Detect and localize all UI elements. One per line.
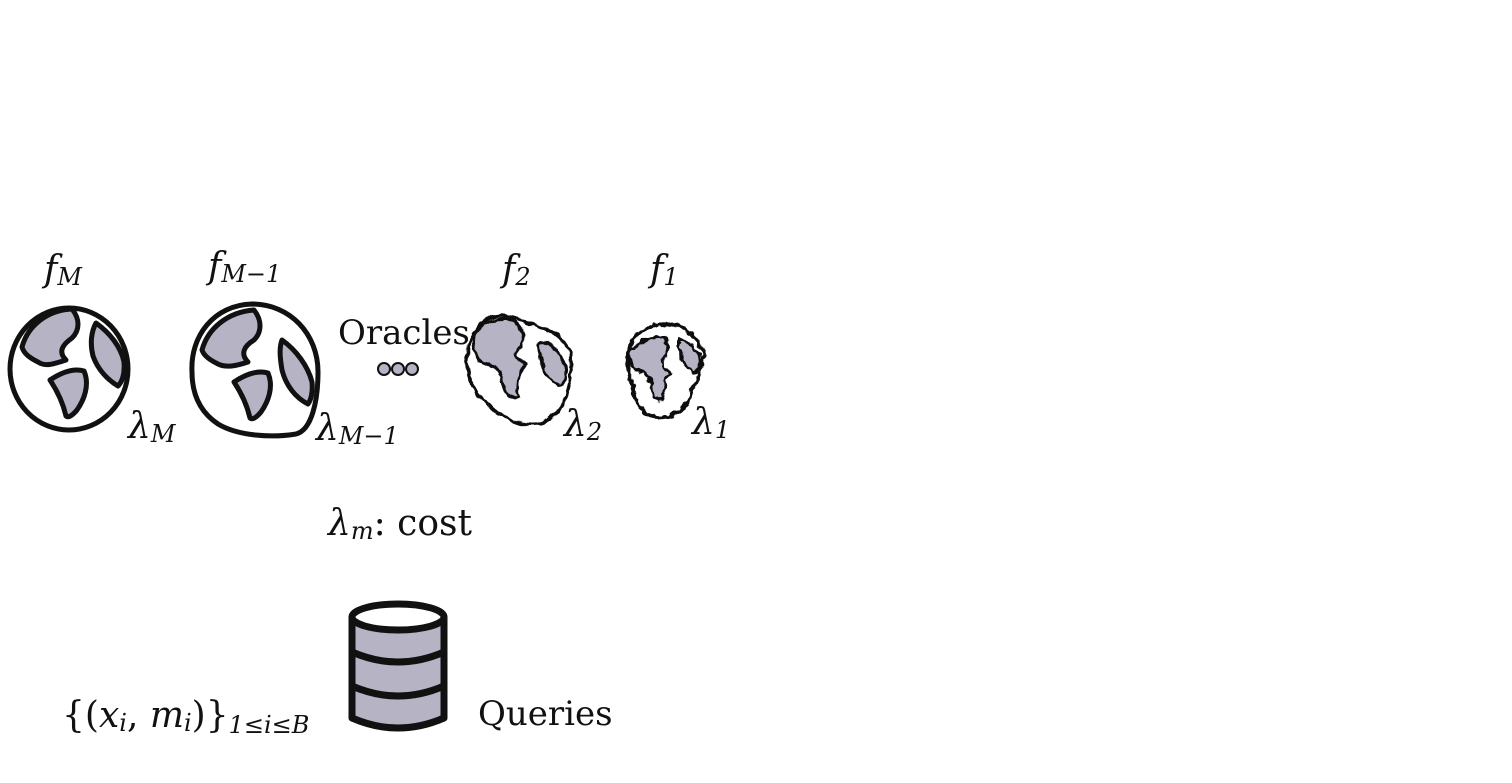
oracle-function-subscript: M xyxy=(56,263,83,291)
svg-text:λ1: λ1 xyxy=(690,402,730,444)
svg-text:fM−1: fM−1 xyxy=(205,246,281,288)
svg-text:f2: f2 xyxy=(499,249,531,291)
svg-text:λM−1: λM−1 xyxy=(314,408,399,450)
cost-legend-text: : cost xyxy=(374,503,473,544)
cost-legend-subscript: m xyxy=(351,517,374,545)
oracle-cost-subscript: M−1 xyxy=(338,422,399,450)
globe-icon xyxy=(7,305,131,433)
oracle-function-subscript: 1 xyxy=(663,263,678,291)
oracles-label: Oracles xyxy=(338,313,470,353)
oracle-f-m-minus-1: fM−1 λM−1 xyxy=(189,246,399,450)
cost-legend: λm: cost xyxy=(326,503,472,545)
oracle-f-2: f2 λ2 xyxy=(465,249,602,446)
oracle-cost-symbol: λ xyxy=(126,406,151,447)
oracle-cost-subscript: 2 xyxy=(586,418,602,446)
oracle-function-subscript: M−1 xyxy=(220,260,281,288)
query-set-notation: {(xi, mi)}1≤i≤B xyxy=(62,695,309,739)
oracle-cost-subscript: M xyxy=(150,420,177,448)
svg-text:λ2: λ2 xyxy=(562,404,602,446)
globe-icon xyxy=(189,301,321,439)
svg-text:f1: f1 xyxy=(647,249,679,291)
oracle-f-m: fM λM xyxy=(7,249,177,448)
rough-globe-icon xyxy=(625,322,705,420)
oracle-cost-symbol: λ xyxy=(314,408,339,449)
oracle-cost-subscript: 1 xyxy=(715,416,730,444)
queries-label: Queries xyxy=(478,694,613,734)
ellipsis-icon xyxy=(377,362,419,376)
oracle-cost-symbol: λ xyxy=(562,404,587,445)
database-icon xyxy=(348,600,448,732)
svg-text:fM: fM xyxy=(41,249,83,291)
cost-legend-symbol: λ xyxy=(326,503,351,544)
rough-globe-icon xyxy=(465,314,574,427)
oracle-function-subscript: 2 xyxy=(514,263,530,291)
svg-text:λM: λM xyxy=(126,406,177,448)
oracle-cost-symbol: λ xyxy=(690,402,715,443)
oracle-f-1: f1 λ1 xyxy=(625,249,730,444)
